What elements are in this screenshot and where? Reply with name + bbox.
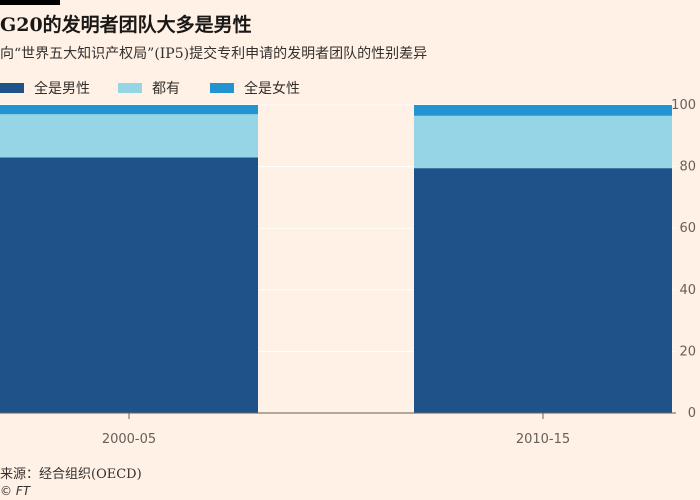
legend-swatch-mixed [118,83,142,93]
brand-bar [0,0,60,5]
y-tick-label: 100 [671,98,696,113]
bar-segment [414,115,672,169]
bar-segment [414,105,672,116]
source-note: 来源：经合组织(OECD) [0,467,142,482]
y-tick-label: 40 [679,283,696,298]
y-tick-label: 0 [688,406,696,421]
legend-swatch-all-female [210,83,234,93]
legend-item-all-male: 全是男性 [0,78,90,98]
chart-subtitle: 向“世界五大知识产权局”(IP5)提交专利申请的发明者团队的性别差异 [0,46,428,62]
legend-item-mixed: 都有 [118,78,180,98]
y-tick-label: 20 [679,344,696,359]
y-tick-label: 80 [679,160,696,175]
bar-segment [0,105,258,115]
bar-segment [0,157,258,413]
legend-label-mixed: 都有 [152,81,180,97]
ft-credit: © FT [0,484,31,498]
stacked-bar-chart: 0 20 40 60 80 100 2000-05 2010-15 [0,98,696,447]
legend-swatch-all-male [0,83,24,93]
y-tick-label: 60 [679,221,696,236]
x-tick-label: 2000-05 [102,432,156,447]
bar-segment [0,114,258,158]
legend-item-all-female: 全是女性 [210,78,300,98]
x-tick-label: 2010-15 [516,432,570,447]
legend-label-all-female: 全是女性 [244,81,300,97]
legend-label-all-male: 全是男性 [34,81,90,97]
bar-segment [414,168,672,413]
chart-title: G20的发明者团队大多是男性 [0,14,252,36]
